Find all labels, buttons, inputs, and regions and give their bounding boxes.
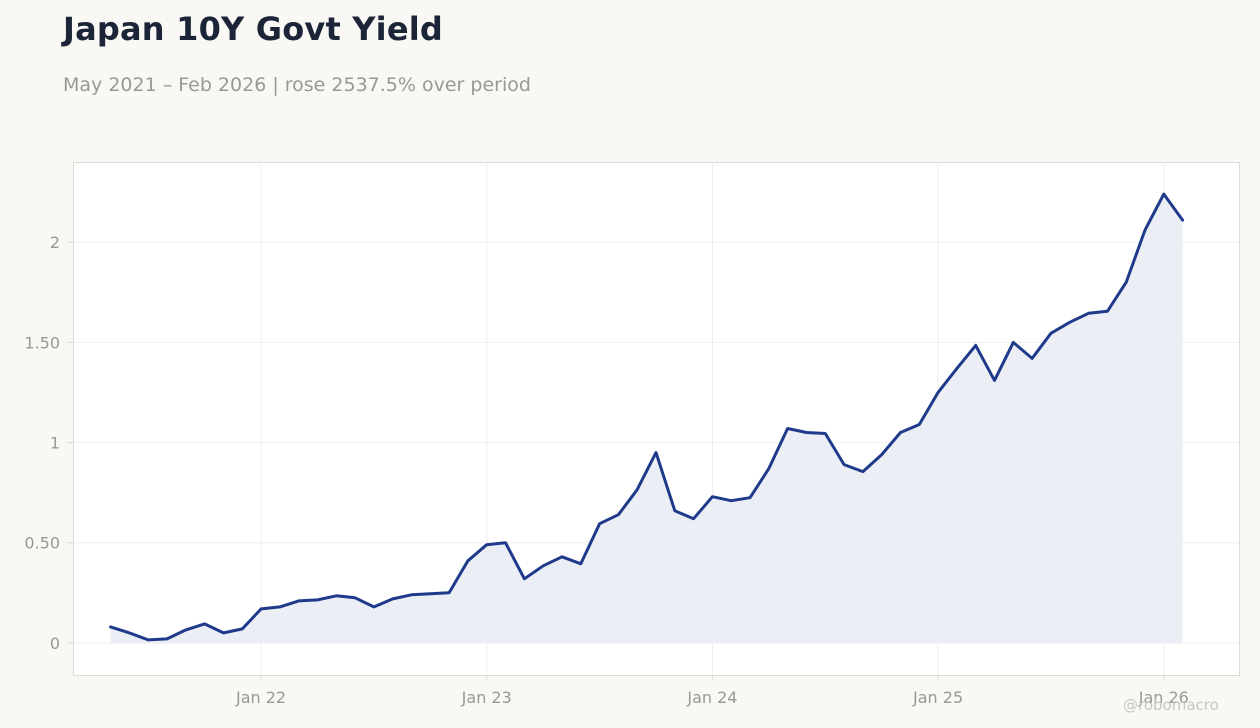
x-axis-ticks: Jan 22 Jan 23 Jan 24 Jan 25 Jan 26 — [235, 675, 1189, 707]
y-tick-label: 1 — [50, 434, 60, 453]
x-tick-label: Jan 24 — [686, 688, 737, 707]
chart-subtitle: May 2021 – Feb 2026 | rose 2537.5% over … — [63, 74, 531, 96]
y-axis-ticks: 0 0.50 1 1.50 2 — [24, 233, 73, 653]
x-tick-label: Jan 26 — [1138, 688, 1189, 707]
yield-area — [110, 194, 1183, 643]
y-tick-label: 0 — [50, 634, 60, 653]
watermark: @robomacro — [1123, 696, 1219, 714]
y-tick-label: 1.50 — [24, 333, 60, 352]
chart-title: Japan 10Y Govt Yield — [63, 10, 444, 48]
x-tick-label: Jan 23 — [461, 688, 512, 707]
yield-line — [109, 192, 1185, 642]
y-tick-label: 0.50 — [24, 534, 60, 553]
y-tick-label: 2 — [50, 233, 60, 252]
x-tick-label: Jan 25 — [912, 688, 963, 707]
x-tick-label: Jan 22 — [235, 688, 286, 707]
